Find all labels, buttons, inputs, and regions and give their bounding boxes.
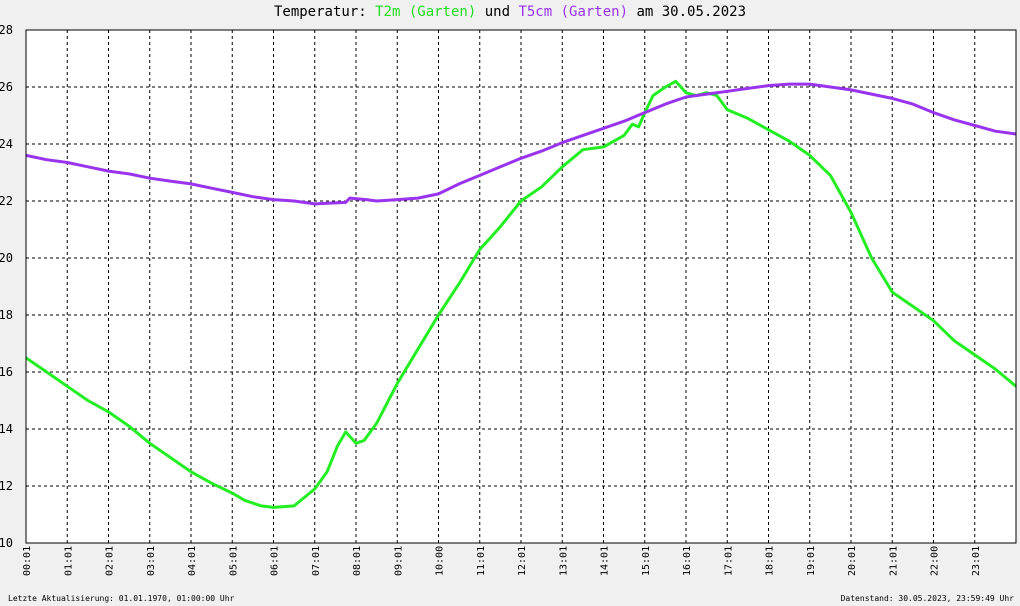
x-tick-label: 08:01	[352, 546, 363, 576]
x-tick-label: 16:01	[682, 546, 693, 576]
title-part-t5cm: T5cm (Garten)	[518, 4, 629, 20]
series-line-t2m	[25, 79, 1017, 509]
x-tick-label: 17:01	[723, 546, 734, 576]
y-tick-label: 24	[0, 137, 13, 151]
y-tick-label: 28	[0, 23, 13, 37]
y-tick-label: 18	[0, 308, 13, 322]
title-part-date: am 30.05.2023	[628, 4, 747, 20]
x-tick-label: 04:01	[187, 546, 198, 576]
x-tick-label: 07:01	[311, 546, 322, 576]
title-part-und: und	[476, 4, 519, 20]
series-line-t5cm	[25, 82, 1017, 206]
x-tick-label: 23:01	[971, 546, 982, 576]
grid-lines	[26, 30, 1016, 543]
x-tick-label: 09:01	[393, 546, 404, 576]
y-tick-label: 16	[0, 365, 13, 379]
y-axis: 10 12 14 16 18 20 22 24 26 28	[0, 23, 13, 550]
data-timestamp-text: Datenstand: 30.05.2023, 23:59:49 Uhr	[840, 594, 1014, 603]
y-tick-label: 14	[0, 422, 13, 436]
x-tick-label: 02:01	[105, 546, 116, 576]
x-tick-label: 18:01	[765, 546, 776, 576]
title-part-prefix: Temperatur:	[273, 4, 376, 20]
y-tick-label: 20	[0, 251, 13, 265]
x-tick-label: 19:01	[806, 546, 817, 576]
last-update-text: Letzte Aktualisierung: 01.01.1970, 01:00…	[8, 594, 235, 603]
x-tick-label: 10:00	[435, 546, 446, 576]
x-tick-label: 00:01	[22, 546, 33, 576]
x-tick-label: 11:01	[476, 546, 487, 576]
y-tick-label: 22	[0, 194, 13, 208]
x-axis: 00:01 01:01 02:01 03:01 04:01 05:01 06:01 07:01…	[22, 546, 982, 576]
plot-frame	[25, 29, 1017, 544]
title-part-t2m: T2m (Garten)	[375, 4, 477, 20]
x-tick-label: 20:01	[847, 546, 858, 576]
x-tick-label: 03:01	[146, 546, 157, 576]
y-tick-label: 12	[0, 479, 13, 493]
x-tick-label: 21:01	[888, 546, 899, 576]
x-tick-label: 01:01	[63, 546, 74, 576]
x-tick-label: 13:01	[558, 546, 569, 576]
y-tick-label: 10	[0, 536, 13, 550]
chart-title: Temperatur: T2m (Garten) und T5cm (Garte…	[0, 4, 1020, 20]
x-tick-label: 05:01	[228, 546, 239, 576]
x-tick-label: 06:01	[270, 546, 281, 576]
x-tick-label: 22:00	[930, 546, 941, 576]
y-tick-label: 26	[0, 80, 13, 94]
x-tick-label: 14:01	[600, 546, 611, 576]
series-group	[25, 79, 1017, 509]
x-tick-label: 15:01	[641, 546, 652, 576]
x-tick-label: 12:01	[517, 546, 528, 576]
